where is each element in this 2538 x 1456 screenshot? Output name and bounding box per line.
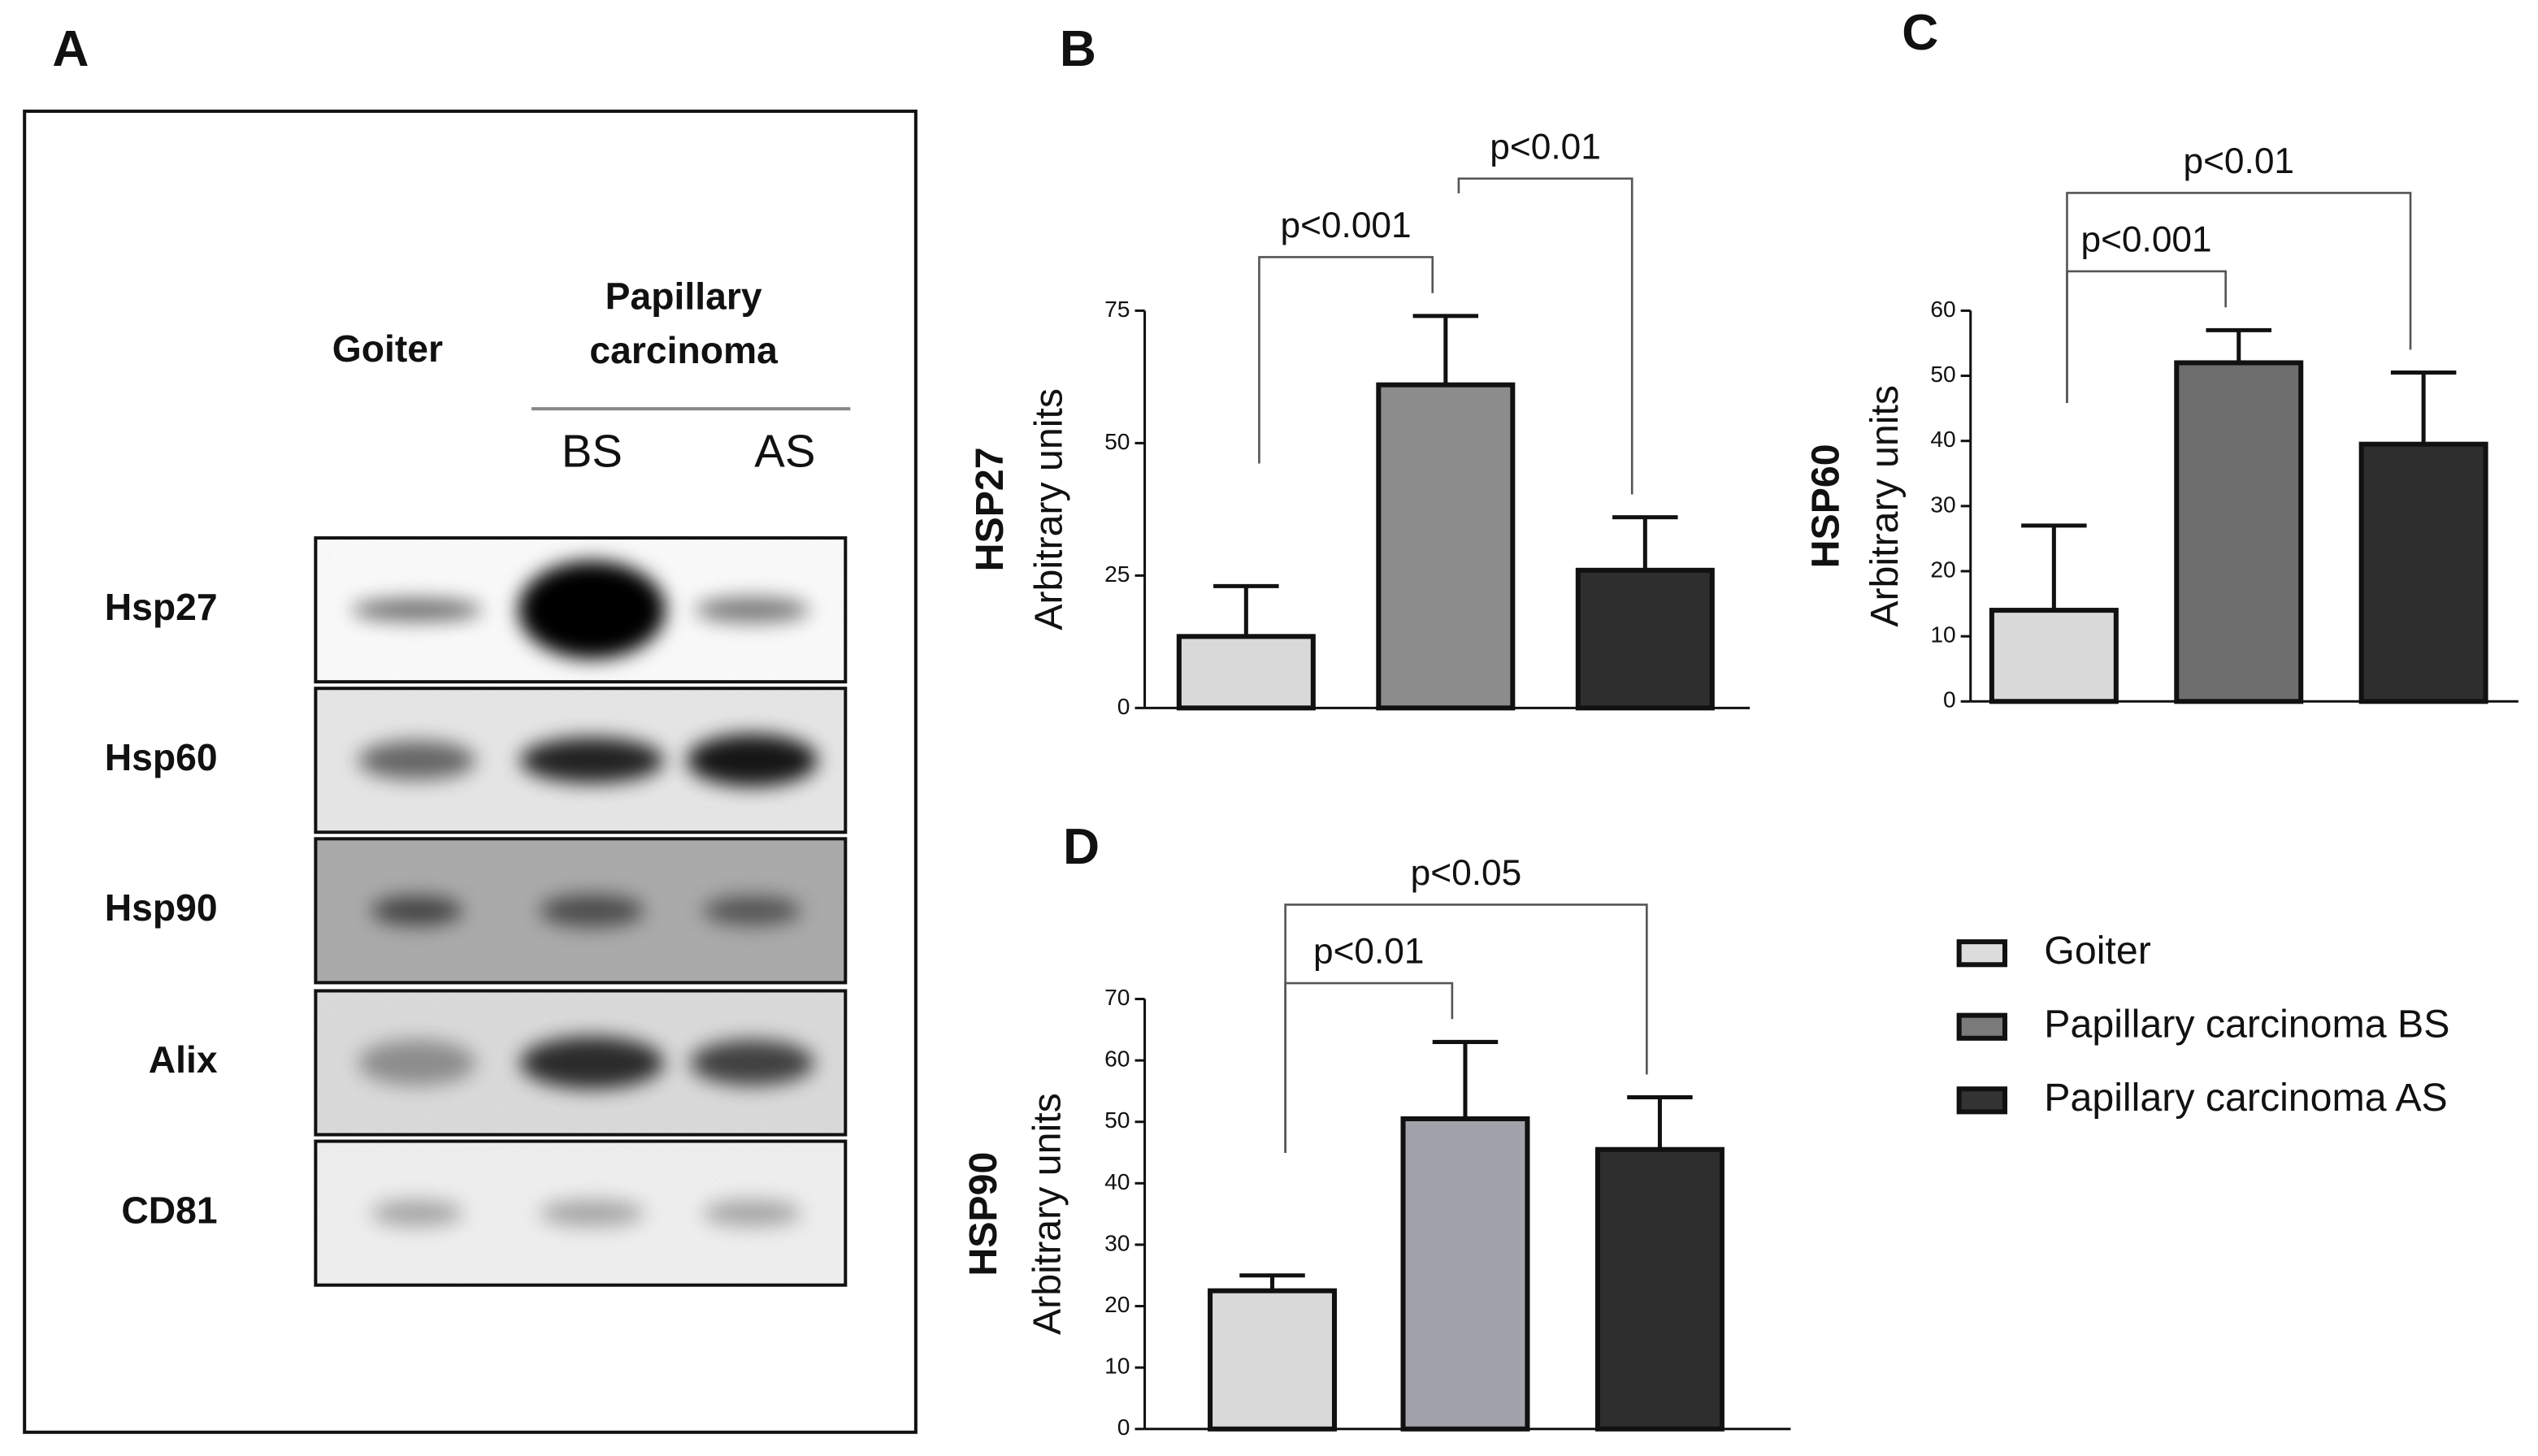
legend-swatch	[1956, 939, 2008, 968]
error-bar	[1213, 583, 1279, 637]
legend: Goiter Papillary carcinoma BS Papillary ca…	[1956, 929, 2449, 1120]
blot-band	[703, 895, 801, 925]
legend-label: Papillary carcinoma AS	[2044, 1076, 2447, 1120]
y-tick-label: 50	[1930, 361, 1955, 387]
y-tick-label: 70	[1104, 984, 1130, 1010]
blot-frame	[314, 536, 848, 684]
y-tick-label: 40	[1104, 1168, 1130, 1194]
row-label: CD81	[121, 1189, 217, 1231]
blot-band	[518, 561, 666, 659]
significance-bracket	[1258, 256, 1434, 464]
y-tick-label: 30	[1930, 491, 1955, 517]
error-bar	[2390, 370, 2457, 444]
blot-frame	[314, 837, 848, 985]
error-bar	[2206, 327, 2272, 363]
bar	[1575, 567, 1715, 711]
blot-band	[371, 895, 463, 925]
blot-frame	[314, 989, 848, 1137]
error-bar	[2021, 523, 2087, 611]
y-tick-label: 60	[1930, 296, 1955, 322]
blot-band	[540, 1200, 644, 1227]
blot-band	[519, 737, 664, 783]
legend-label: Goiter	[2044, 929, 2150, 973]
significance-bracket	[1284, 904, 1648, 1153]
error-bar	[1239, 1273, 1305, 1291]
column-label: carcinoma	[589, 329, 779, 371]
legend-swatch	[1956, 1012, 2008, 1041]
y-tick-label: 60	[1104, 1046, 1130, 1072]
y-tick-label: 20	[1930, 556, 1955, 582]
bar	[2174, 360, 2304, 704]
y-tick-label: 10	[1104, 1353, 1130, 1379]
y-axis-label: Arbitrary units	[1027, 388, 1071, 630]
y-tick-label: 10	[1930, 622, 1955, 648]
significance-label: p<0.001	[2080, 219, 2211, 259]
blot-band	[351, 598, 483, 622]
row-label: Alix	[149, 1038, 218, 1081]
blot-frame	[314, 687, 848, 834]
panel-letter: A	[52, 21, 89, 77]
y-tick-label: 75	[1104, 296, 1130, 322]
panel-frame	[23, 109, 918, 1434]
y-tick-label: 0	[1117, 693, 1130, 719]
error-bar	[1627, 1094, 1693, 1150]
significance-bracket	[2066, 192, 2412, 403]
blot-band	[690, 1039, 815, 1086]
bar	[1376, 382, 1516, 711]
legend-label: Papillary carcinoma BS	[2044, 1002, 2449, 1046]
blot-band	[358, 1039, 476, 1086]
panel-letter: C	[1902, 5, 1938, 61]
blot-band	[703, 1200, 801, 1227]
blot-rows: Hsp27 Hsp60 Hsp90 Alix CD81	[105, 536, 848, 1287]
significance-label: p<0.01	[1313, 931, 1425, 971]
error-bar	[1612, 515, 1678, 570]
error-bar	[1432, 1039, 1499, 1119]
bar	[2358, 441, 2488, 704]
legend-swatch	[1956, 1086, 2008, 1115]
subgroup-label: BS	[562, 425, 623, 476]
blot-band	[687, 734, 818, 786]
blot-band	[358, 740, 476, 780]
y-axis-title: HSP60	[1803, 444, 1847, 568]
row-label: Hsp27	[105, 586, 218, 628]
panel-letter: B	[1060, 21, 1096, 77]
blot-band	[695, 596, 810, 623]
charts: B HSP27 Arbitrary units 0 25 50 75 p<0.001 p<0.0…	[961, 5, 2518, 1440]
y-tick-label: 50	[1104, 428, 1130, 454]
column-label: Goiter	[332, 327, 443, 370]
y-axis-title: HSP27	[968, 447, 1012, 571]
y-axis-title: HSP90	[961, 1152, 1005, 1276]
y-tick-label: 0	[1117, 1414, 1130, 1440]
y-tick-label: 0	[1943, 687, 1956, 713]
row-label: Hsp60	[105, 736, 218, 778]
column-label: Papillary	[605, 275, 762, 318]
y-tick-label: 20	[1104, 1291, 1130, 1317]
subgroup-label: AS	[754, 425, 815, 476]
error-bar	[1412, 314, 1479, 385]
significance-label: p<0.01	[2183, 141, 2294, 181]
bar	[1594, 1146, 1725, 1432]
panel-letter: D	[1063, 819, 1100, 875]
bar	[1176, 634, 1316, 711]
bar	[1208, 1288, 1338, 1432]
significance-label: p<0.01	[1490, 127, 1601, 167]
bar	[1989, 608, 2119, 704]
bar	[1400, 1116, 1530, 1432]
blot-frame	[314, 1139, 848, 1287]
blot-band	[519, 1036, 664, 1090]
y-tick-label: 40	[1930, 426, 1955, 452]
significance-bracket	[1457, 177, 1633, 495]
significance-label: p<0.001	[1280, 206, 1411, 245]
blot-band	[371, 1200, 463, 1227]
y-tick-label: 25	[1104, 561, 1130, 587]
y-tick-label: 50	[1104, 1107, 1130, 1133]
y-axis-label: Arbitrary units	[1863, 385, 1907, 627]
y-axis-label: Arbitrary units	[1026, 1093, 1069, 1335]
y-tick-label: 30	[1104, 1229, 1130, 1255]
row-label: Hsp90	[105, 886, 218, 929]
blot-band	[540, 894, 644, 927]
significance-label: p<0.05	[1411, 853, 1522, 893]
